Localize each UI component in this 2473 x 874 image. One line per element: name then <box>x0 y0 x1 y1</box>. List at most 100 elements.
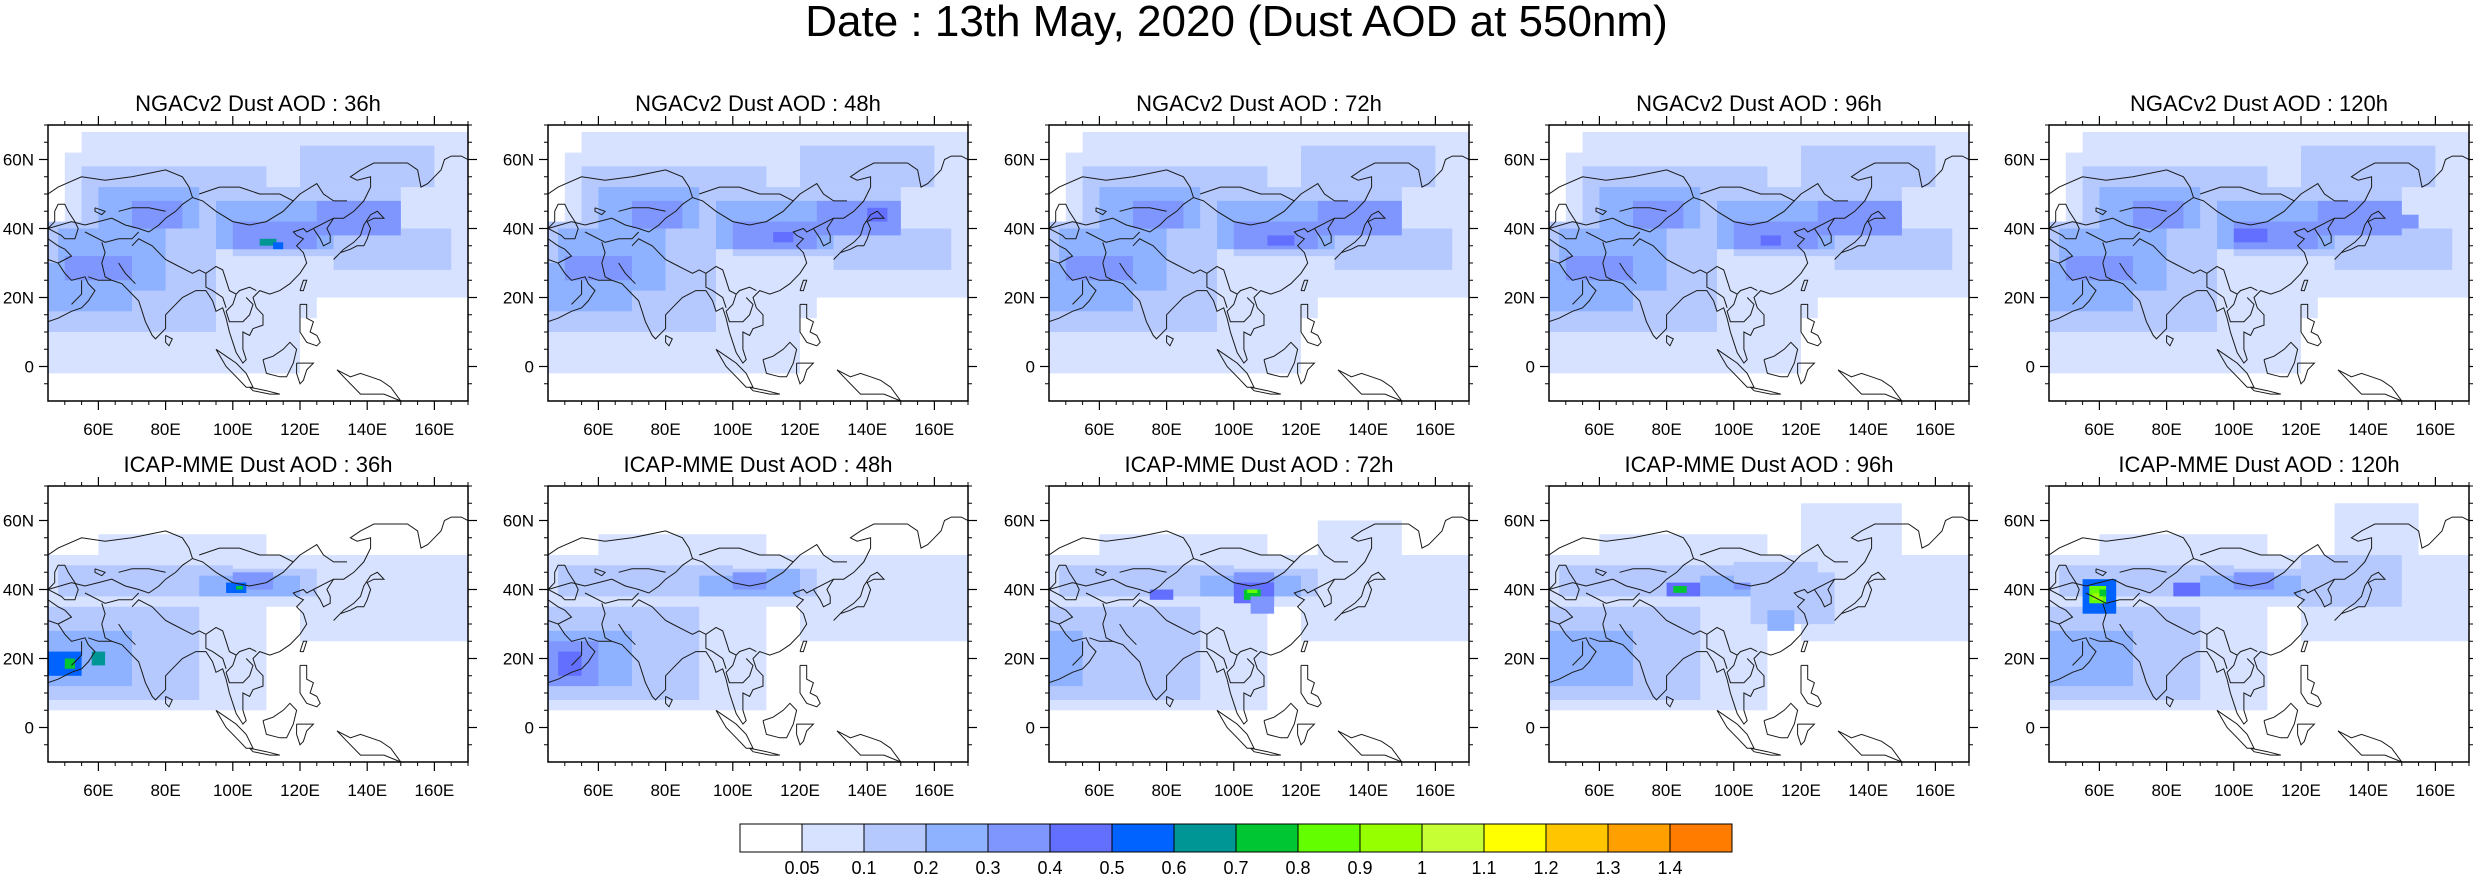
lon-tick-label: 100E <box>1714 781 1754 800</box>
map-panel: NGACv2 Dust AOD : 120h 60E 80E 100E 120E 140E… <box>1999 85 2473 441</box>
map-panel: NGACv2 Dust AOD : 48h 60E 80E 100E 120E 140E 1… <box>498 85 978 441</box>
lat-tick-label: 40N <box>1504 581 1535 600</box>
coastline-path <box>313 578 334 590</box>
coastline-path <box>594 568 607 577</box>
coastline-path <box>1226 293 1255 323</box>
coastline-path <box>1666 334 1674 347</box>
coastline-path <box>725 654 754 684</box>
coastline-path <box>548 238 573 264</box>
coastline-path <box>1549 238 1574 264</box>
dust-cell <box>64 256 132 281</box>
lon-tick-label: 80E <box>1151 781 1181 800</box>
coastline-path <box>799 303 821 347</box>
coastline-path <box>1314 578 1335 590</box>
dust-cell <box>632 200 683 229</box>
dust-cell <box>1149 589 1174 600</box>
coastline-path <box>799 279 808 292</box>
coastline-path <box>1119 207 1167 212</box>
map-panel: ICAP-MME Dust AOD : 72h 60E 80E 100E 120E 140… <box>999 446 1479 802</box>
dust-cell <box>1565 256 1633 281</box>
map-svg: 60E 80E 100E 120E 140E 160E 60N 40N 20N 0 <box>1004 477 1478 800</box>
coastline-path <box>2314 217 2335 229</box>
coastline-path <box>2200 186 2295 202</box>
coastline-path <box>618 262 636 285</box>
map-svg: 60E 80E 100E 120E 140E 160E 60N 40N 20N 0 <box>503 116 977 439</box>
lat-tick-label: 20N <box>3 289 34 308</box>
lon-tick-label: 60E <box>1584 420 1614 439</box>
coastline-path <box>1102 242 1114 281</box>
lon-tick-label: 140E <box>347 781 387 800</box>
colorbar-label: 0.7 <box>1223 858 1248 874</box>
colorbar-label: 0.5 <box>1099 858 1124 874</box>
coastline-path <box>2049 530 2194 559</box>
lon-tick-label: 120E <box>280 420 320 439</box>
lon-tick-label: 120E <box>780 781 820 800</box>
coastline-path <box>665 695 673 708</box>
colorbar-label: 0.1 <box>851 858 876 874</box>
coastline-path <box>1549 564 1580 601</box>
coastlines <box>48 155 468 401</box>
coastline-path <box>715 709 754 749</box>
coastline-path <box>299 640 308 653</box>
coastline-path <box>1595 207 1608 216</box>
dust-cell <box>2334 503 2419 556</box>
coastline-path <box>548 169 693 198</box>
lat-tick-label: 20N <box>1004 289 1035 308</box>
coastline-path <box>1763 702 1799 739</box>
coastline-path <box>1049 599 1074 625</box>
coastline-path <box>548 599 573 625</box>
lat-tick-label: 60N <box>2004 512 2035 531</box>
coastline-path <box>48 564 79 601</box>
dust-cell <box>2092 593 2103 600</box>
coastline-path <box>799 664 821 708</box>
dust-cell <box>2233 228 2268 243</box>
coastline-path <box>1619 207 1667 212</box>
coastline-path <box>601 603 613 642</box>
coastline-path <box>1250 747 1281 756</box>
coastline-path <box>2337 730 2403 762</box>
coastline-path <box>94 568 107 577</box>
coastline-path <box>1750 747 1781 756</box>
coastline-path <box>2072 641 2084 666</box>
coastline-path <box>631 238 757 295</box>
coastline-path <box>2049 169 2194 198</box>
coastline-path <box>1072 280 1084 305</box>
colorbar-swatch <box>1421 823 1485 853</box>
coastline-path <box>88 155 468 364</box>
coastline-path <box>2216 709 2255 749</box>
lon-tick-label: 160E <box>2416 781 2456 800</box>
lat-tick-label: 20N <box>503 650 534 669</box>
map-panel: NGACv2 Dust AOD : 36h 60E 80E 100E 120E 140E 1… <box>0 85 478 441</box>
coastline-path <box>262 702 298 739</box>
lon-tick-label: 120E <box>1281 420 1321 439</box>
dust-cell <box>1633 200 1684 229</box>
lon-tick-label: 60E <box>2084 781 2114 800</box>
lat-tick-label: 0 <box>525 719 534 738</box>
coastline-path <box>1834 571 1887 621</box>
coastline-path <box>1589 155 1969 364</box>
coastline-path <box>1797 723 1816 746</box>
coastline-path <box>1632 599 1758 656</box>
coastline-path <box>1095 568 1108 577</box>
coastline-path <box>2049 620 2097 684</box>
dust-field <box>548 534 968 711</box>
dust-cell <box>273 242 284 250</box>
dust-field <box>1549 131 1969 374</box>
map-panel: ICAP-MME Dust AOD : 36h 60E 80E 100E 120E 140… <box>0 446 478 802</box>
dust-cell <box>2233 572 2275 590</box>
coastline-path <box>1216 348 1255 388</box>
lon-tick-label: 100E <box>713 420 753 439</box>
lat-tick-label: 40N <box>1004 581 1035 600</box>
panel-title: ICAP-MME Dust AOD : 48h <box>623 452 893 477</box>
map-panel: NGACv2 Dust AOD : 72h 60E 80E 100E 120E 140E 1… <box>999 85 1479 441</box>
coastline-path <box>2250 386 2281 395</box>
lon-tick-label: 60E <box>1084 420 1114 439</box>
coastline-path <box>1072 641 1084 666</box>
lat-tick-label: 40N <box>2004 220 2035 239</box>
coastlines <box>548 155 968 401</box>
coastlines <box>2049 516 2469 762</box>
coastline-path <box>299 664 321 708</box>
lon-tick-label: 80E <box>1151 420 1181 439</box>
coastlines <box>1549 155 1969 401</box>
colorbar-label: 1.2 <box>1533 858 1558 874</box>
